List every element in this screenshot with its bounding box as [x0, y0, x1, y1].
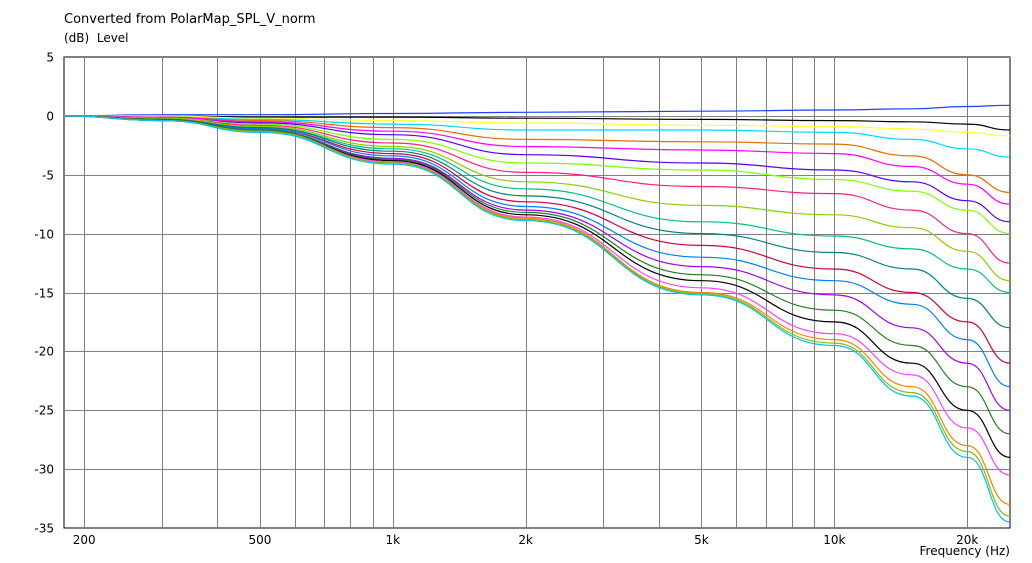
y-tick-label: 5 [46, 51, 54, 65]
series-line-3 [63, 115, 1011, 158]
series-line-6 [63, 115, 1011, 223]
series-line-20 [63, 115, 1011, 523]
plot-frame [63, 56, 1011, 529]
x-tick-label: 20k [956, 533, 978, 547]
series-line-15 [63, 115, 1011, 435]
series-line-19 [63, 115, 1011, 517]
y-tick-label: -25 [34, 404, 54, 418]
y-tick-label: 0 [46, 110, 54, 124]
series-line-8 [63, 115, 1011, 264]
series-line-7 [63, 115, 1011, 235]
x-tick-label: 10k [823, 533, 845, 547]
x-tick-label: 2k [518, 533, 533, 547]
series-line-0 [63, 104, 1011, 117]
series-line-2 [63, 115, 1011, 137]
x-axis-label: Frequency (Hz) [919, 544, 1011, 558]
y-tick-label: -5 [42, 169, 54, 183]
series-line-9 [63, 115, 1011, 282]
series-line-1 [63, 115, 1011, 131]
chart-title: Converted from PolarMap_SPL_V_norm [64, 12, 316, 27]
series-line-13 [63, 115, 1011, 388]
y-axis-label: (dB) Level [64, 31, 129, 45]
x-tick-label: 5k [694, 533, 709, 547]
x-tick-label: 1k [386, 533, 401, 547]
y-tick-label: -35 [34, 522, 54, 536]
y-tick-label: -15 [34, 287, 54, 301]
series-line-11 [63, 115, 1011, 329]
series-line-4 [63, 115, 1011, 193]
y-tick-label: -10 [34, 228, 54, 242]
y-tick-label: -20 [34, 345, 54, 359]
x-tick-label: 200 [73, 533, 96, 547]
x-tick-label: 500 [248, 533, 271, 547]
y-tick-label: -30 [34, 463, 54, 477]
series-line-5 [63, 115, 1011, 205]
